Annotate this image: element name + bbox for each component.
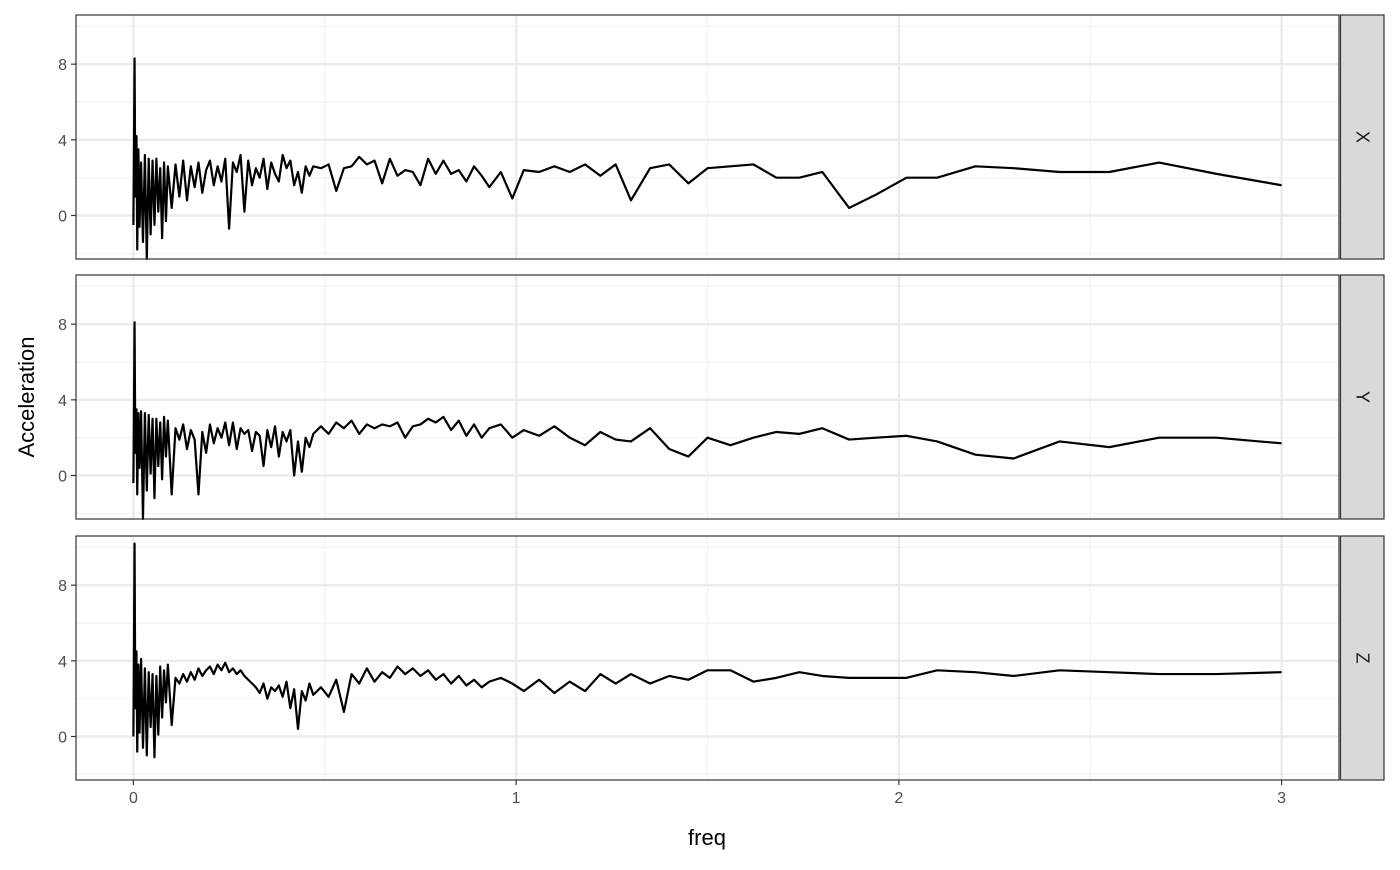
- panel-border: [75, 14, 1340, 260]
- y-tick-label: 0: [58, 208, 67, 225]
- facet-panel-y: 0 4 8 Y: [58, 274, 1385, 521]
- x-tick-label: 3: [1277, 790, 1286, 807]
- facet-strip-label: Y: [1352, 391, 1372, 403]
- series-line: [132, 542, 1282, 759]
- y-tick-label: 4: [58, 654, 67, 671]
- facet-strip: [1339, 14, 1385, 260]
- facet-panel-z: 0 4 8 Z: [58, 535, 1385, 781]
- y-tick-label: 8: [58, 317, 67, 334]
- y-tick-label: 8: [58, 57, 67, 74]
- facet-panel-x: 0 4 8 X: [58, 14, 1385, 261]
- panel-border: [75, 535, 1340, 781]
- facet-strip: [1339, 274, 1385, 520]
- x-tick-label: 0: [129, 790, 138, 807]
- y-tick-label: 0: [58, 468, 67, 485]
- x-tick-label: 2: [894, 790, 903, 807]
- facet-strip-label: X: [1352, 131, 1372, 143]
- series-line: [132, 321, 1282, 521]
- y-tick-label: 4: [58, 393, 67, 410]
- y-axis-title: Acceleration: [14, 336, 39, 457]
- x-tick-label: 1: [512, 790, 521, 807]
- y-tick-label: 8: [58, 578, 67, 595]
- x-axis-title: freq: [688, 825, 726, 850]
- x-axis: 0 1 2 3: [129, 780, 1286, 807]
- y-tick-label: 4: [58, 133, 67, 150]
- y-tick-label: 0: [58, 729, 67, 746]
- facet-strip-label: Z: [1352, 653, 1372, 664]
- facet-strip: [1339, 535, 1385, 781]
- panel-border: [75, 274, 1340, 520]
- series-line: [132, 57, 1282, 261]
